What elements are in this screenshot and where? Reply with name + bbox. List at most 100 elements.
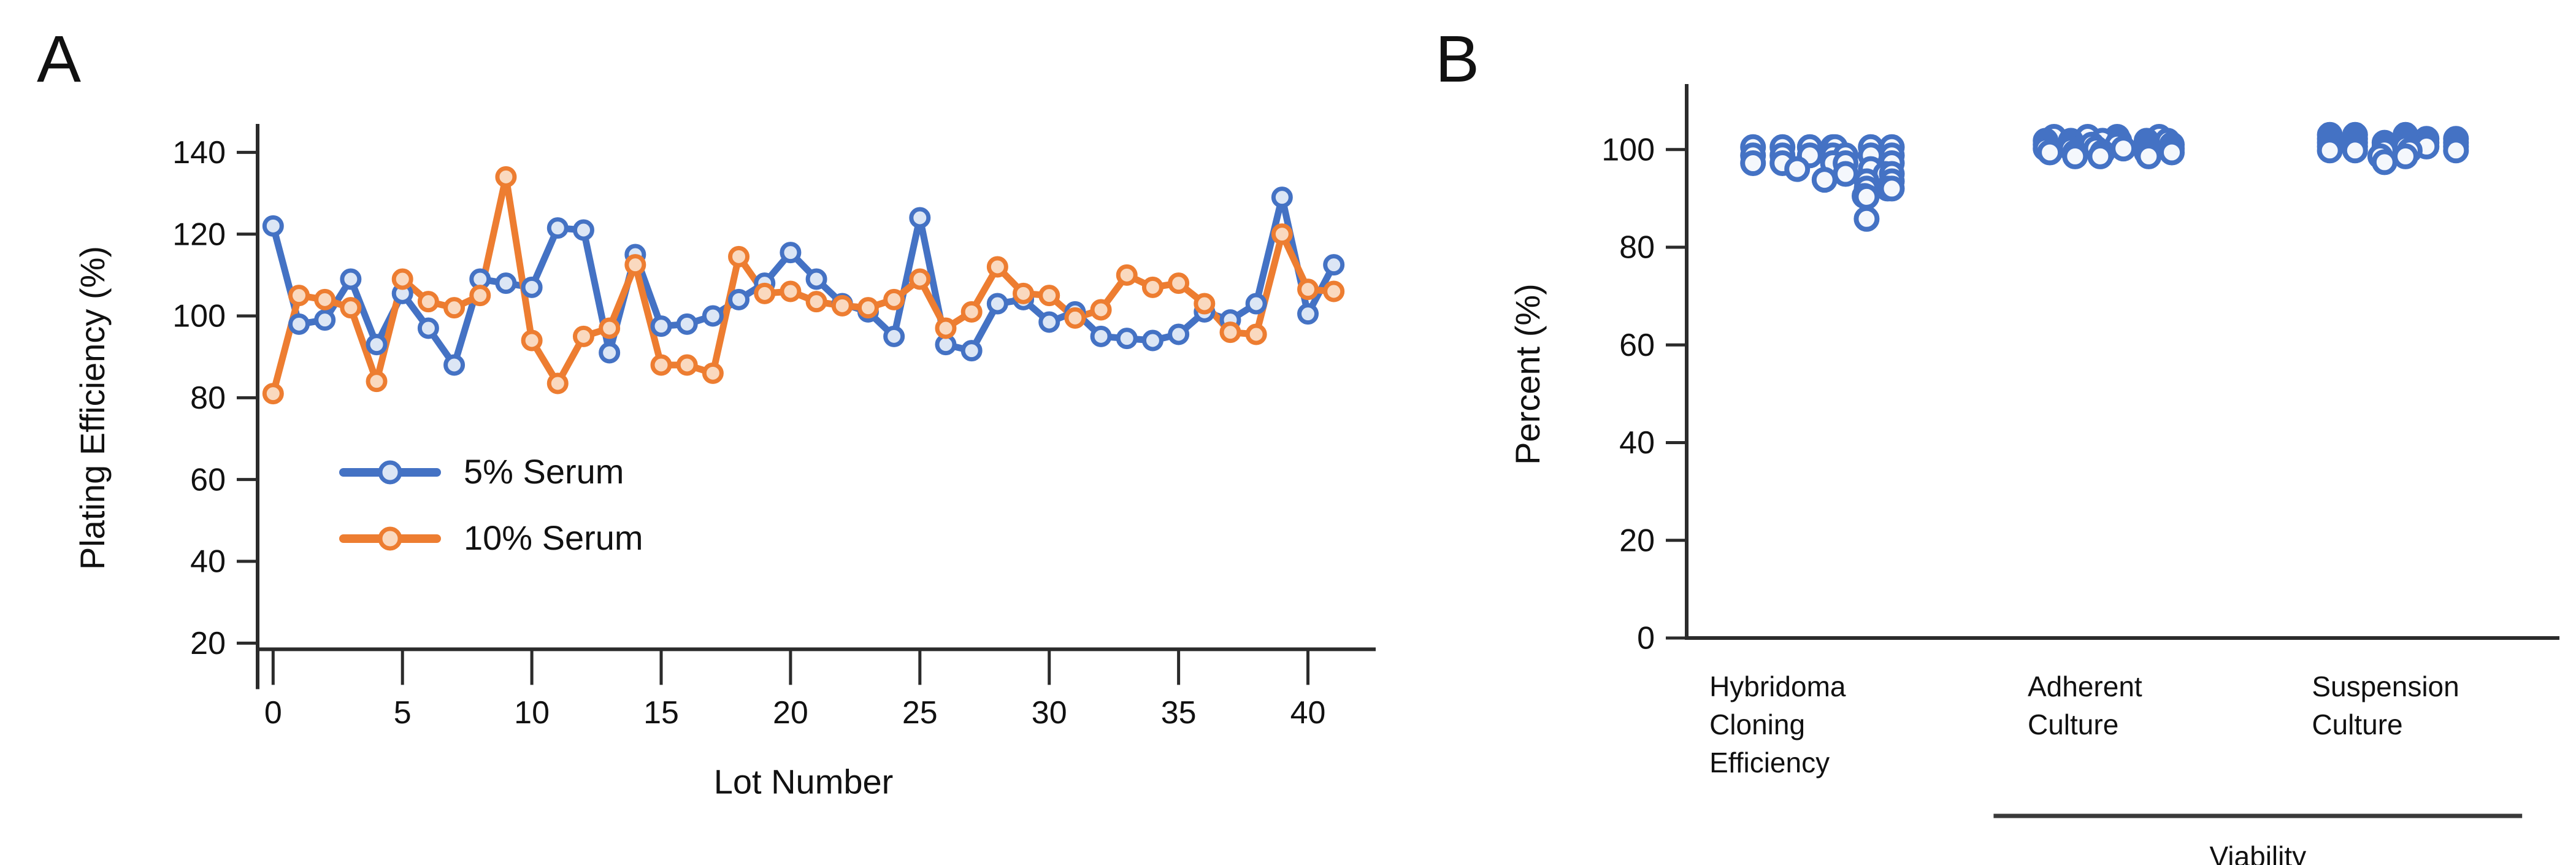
series-2-markers	[262, 166, 1345, 405]
data-point	[1323, 280, 1345, 302]
data-point	[366, 334, 388, 356]
data-point	[780, 280, 802, 302]
data-point	[1245, 323, 1267, 345]
data-point	[702, 305, 724, 327]
svg-text:20: 20	[190, 626, 226, 661]
legend-swatch-marker	[378, 526, 402, 551]
data-point	[572, 219, 594, 241]
data-point	[314, 309, 336, 331]
data-point	[754, 282, 776, 304]
data-point	[340, 268, 362, 290]
data-point	[883, 325, 905, 347]
data-point	[805, 268, 827, 290]
x-tick-label: 30	[1032, 695, 1067, 731]
data-point	[521, 329, 543, 352]
data-point	[314, 288, 336, 310]
svg-text:20: 20	[1619, 523, 1655, 558]
y-tick-label: 60	[190, 462, 226, 498]
x-tick-label: 35	[1161, 695, 1197, 731]
data-point	[960, 340, 983, 362]
svg-text:Lot Number: Lot Number	[714, 762, 894, 801]
x-tick-label: 0	[264, 695, 282, 731]
data-point	[780, 242, 802, 264]
category-label-3: Suspension Culture	[2312, 671, 2459, 740]
data-point	[728, 245, 750, 267]
svg-text:0: 0	[1637, 621, 1655, 656]
panel-a-label: A	[37, 21, 82, 96]
data-point	[1064, 307, 1086, 329]
data-point	[262, 215, 284, 237]
y-tick-label: 80	[1619, 230, 1655, 266]
category-label-1: Hybridoma Cloning Efficiency	[1709, 671, 1846, 779]
panel-a-plot: 20 40 60 80 100 120 140 0 5 10 15 20 25 30 35 40 Plating…	[73, 124, 1376, 801]
x-tick-label: 5	[394, 695, 412, 731]
svg-text:15: 15	[643, 695, 679, 731]
svg-text:60: 60	[1619, 328, 1655, 363]
data-point	[599, 317, 621, 339]
category-label-2: Adherent Culture	[2028, 671, 2142, 740]
data-point	[909, 207, 931, 229]
scatter-group-2	[2033, 124, 2185, 169]
svg-text:Plating Efficiency (%): Plating Efficiency (%)	[73, 246, 112, 570]
svg-text:20: 20	[773, 695, 808, 731]
panel-b-plot: 0 20 40 60 80 100 Percent (%) Hybridoma Cloning E…	[1508, 84, 2559, 865]
data-point	[443, 354, 466, 376]
legend-label: 10% Serum	[464, 518, 643, 557]
data-point	[624, 254, 646, 276]
svg-text:0: 0	[264, 695, 282, 731]
data-point	[1323, 254, 1345, 276]
panel-b: B 0 20 40 60 80 100 Percent (%) Hybridoma Clonin…	[1398, 0, 2576, 865]
data-point	[1168, 272, 1190, 294]
svg-text:80: 80	[1619, 230, 1655, 266]
svg-text:30: 30	[1032, 695, 1067, 731]
data-point	[546, 372, 569, 394]
data-point	[1297, 303, 1319, 325]
svg-text:Percent (%): Percent (%)	[1508, 283, 1547, 465]
svg-text:10: 10	[514, 695, 550, 731]
data-point	[1271, 186, 1293, 209]
svg-text:40: 40	[1290, 695, 1326, 731]
svg-text:80: 80	[190, 380, 226, 416]
data-point	[521, 276, 543, 298]
y-tick-label: 20	[1619, 523, 1655, 558]
legend-item-2[interactable]: 10% Serum	[339, 518, 643, 557]
data-point	[2037, 139, 2063, 166]
data-point	[469, 285, 491, 307]
data-point	[417, 317, 439, 339]
data-point	[1245, 293, 1267, 315]
y-tick-label: 40	[1619, 425, 1655, 461]
data-point	[1853, 183, 1880, 210]
data-point	[805, 291, 827, 313]
svg-text:100: 100	[172, 299, 226, 334]
svg-text:40: 40	[190, 544, 226, 580]
data-point	[2136, 143, 2162, 169]
legend-label: 5% Serum	[464, 452, 624, 491]
data-point	[572, 325, 594, 347]
scatter-group-3	[2317, 121, 2469, 175]
x-tick-label: 25	[902, 695, 938, 731]
data-point	[2371, 149, 2398, 175]
data-point	[1853, 206, 1880, 232]
data-point	[1811, 167, 1838, 193]
y-tick-label: 100	[1601, 132, 1655, 167]
data-point	[1013, 282, 1035, 304]
x-tick-label: 15	[643, 695, 679, 731]
data-point	[986, 293, 1008, 315]
data-point	[1090, 325, 1112, 347]
x-tick-label: 20	[773, 695, 808, 731]
data-point	[935, 317, 957, 339]
y-tick-label: 20	[190, 626, 226, 661]
data-point	[831, 294, 853, 317]
legend-item-1[interactable]: 5% Serum	[339, 452, 624, 491]
panel-a: A 20 40 60 80 100 120 140 0 5 10 15 20 25 30 35 40 Plati…	[37, 21, 1376, 801]
y-tick-label: 100	[172, 299, 226, 334]
data-point	[1271, 223, 1293, 245]
data-point	[340, 297, 362, 319]
svg-text:120: 120	[172, 217, 226, 252]
svg-text:25: 25	[902, 695, 938, 731]
data-point	[2317, 137, 2343, 164]
data-point	[1168, 323, 1190, 345]
x-tick-label: 40	[1290, 695, 1326, 731]
y-tick-label: 140	[172, 135, 226, 171]
